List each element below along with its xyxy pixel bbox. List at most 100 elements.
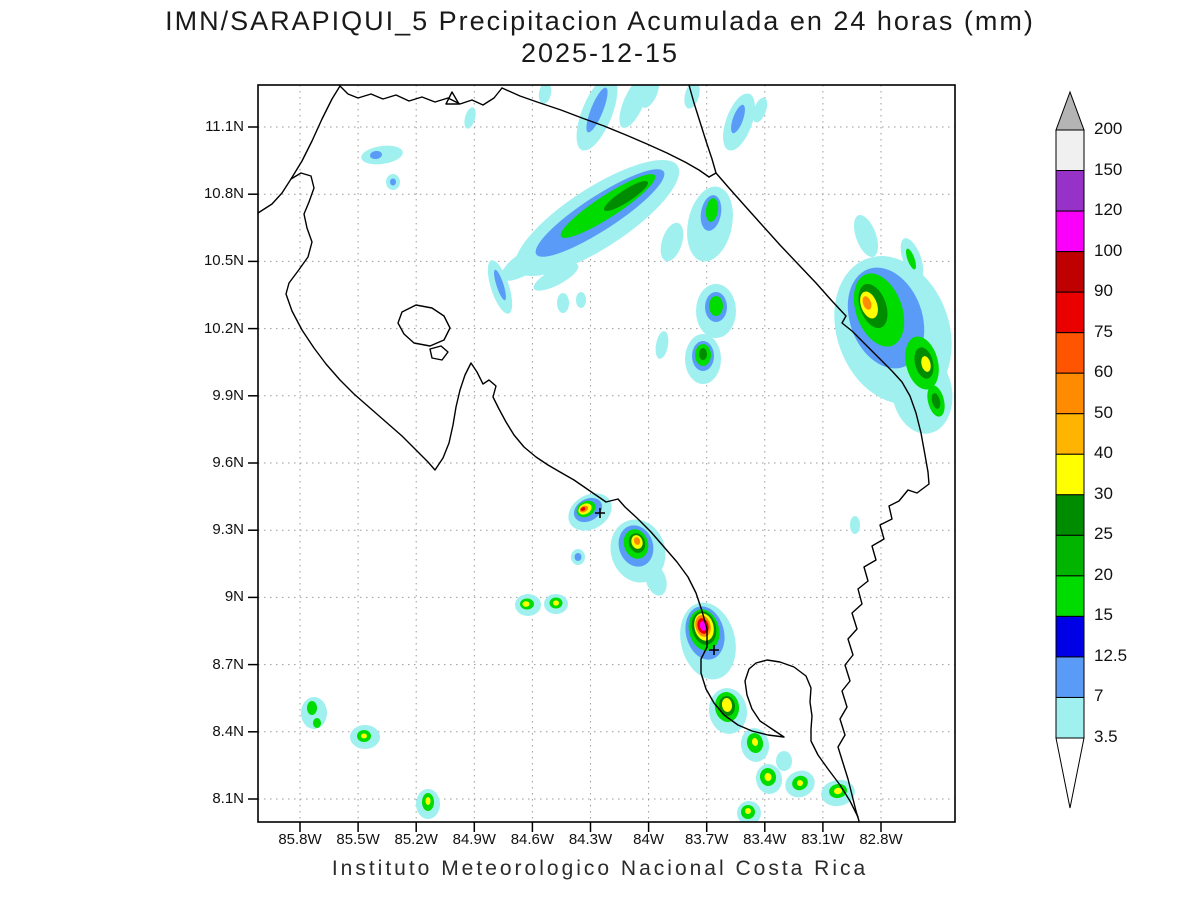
island-contour	[445, 91, 460, 105]
page-title: IMN/SARAPIQUI_5 Precipitacion Acumulada …	[165, 6, 1035, 36]
station-marker-cross-1	[595, 508, 605, 518]
colorbar-bottom-arrow	[1055, 737, 1085, 809]
lon-axis-label: 85.2W	[394, 831, 438, 848]
footer-caption: Instituto Meteorologico Nacional Costa R…	[331, 857, 869, 880]
precipitation-map	[248, 84, 956, 832]
lon-axis-label: 84.3W	[568, 831, 613, 848]
lat-axis-label: 8.7N	[212, 655, 244, 673]
colorbar	[1055, 90, 1085, 809]
lon-axis-label: 85.8W	[278, 831, 322, 848]
precip-blob-c15	[705, 198, 719, 222]
precip-blob-c3_5	[660, 222, 684, 262]
lake-nicaragua-shoreline	[339, 85, 503, 106]
station-marker-layer	[595, 508, 719, 655]
precip-blob-c3_5	[576, 292, 586, 308]
lat-axis-label: 9N	[224, 588, 244, 606]
lat-axis-label: 9.6N	[212, 454, 244, 471]
colorbar-cell	[1055, 413, 1085, 455]
lat-axis-label: 10.8N	[203, 185, 244, 203]
lat-axis-label: 10.5N	[203, 252, 244, 270]
lat-axis-label: 10.2N	[203, 319, 244, 337]
precip-blob-c30	[921, 356, 931, 372]
coastline-layer	[257, 84, 930, 822]
precip-blob-c30	[522, 601, 530, 607]
precip-blob-c25	[699, 348, 707, 360]
colorbar-level-label: 40	[1094, 443, 1113, 463]
colorbar-cell	[1055, 372, 1085, 415]
precip-blob-c3_5	[645, 564, 667, 596]
lat-axis-label: 9.9N	[212, 386, 244, 404]
colorbar-cell	[1055, 615, 1085, 658]
colorbar-cell	[1055, 696, 1085, 739]
colorbar-top-arrow	[1055, 90, 1085, 131]
precip-blob-c3_5	[853, 215, 879, 257]
precip-blob-c25	[603, 180, 649, 212]
precip-blob-c75	[580, 507, 586, 511]
pacific-coastline	[285, 172, 859, 818]
precip-blob-c25	[931, 393, 941, 409]
colorbar-level-label: 90	[1094, 281, 1113, 301]
colorbar-cell	[1055, 575, 1085, 617]
page-date: 2025-12-15	[520, 38, 680, 68]
colorbar-cell	[1055, 210, 1085, 253]
colorbar-level-label: 150	[1094, 159, 1123, 179]
colorbar-cell	[1055, 494, 1085, 536]
caribbean-coast-north	[688, 84, 717, 178]
precip-blob-c30	[361, 733, 367, 739]
precipitation-layer	[301, 85, 953, 822]
precip-blob-c3_5	[533, 263, 579, 291]
precip-blob-c30	[745, 808, 751, 814]
plot-border	[257, 84, 956, 823]
caribbean-coast-panama-border	[715, 172, 930, 822]
precip-blob-c3_5	[361, 145, 403, 165]
colorbar-level-label: 100	[1094, 240, 1123, 260]
colorbar-cell	[1055, 291, 1085, 334]
precip-blob-c7	[370, 150, 382, 160]
precip-blob-c100	[699, 621, 707, 631]
precip-blob-c30	[425, 797, 431, 805]
precip-blob-c3_5	[850, 516, 860, 534]
colorbar-cell	[1055, 129, 1085, 172]
lat-axis-label: 8.4N	[212, 722, 244, 740]
precip-blob-c50	[633, 537, 641, 545]
colorbar-level-label: 75	[1094, 321, 1113, 341]
lon-axis-label: 83.1W	[801, 831, 845, 848]
precip-blob-c15	[307, 701, 317, 715]
lon-axis-label: 84W	[633, 831, 665, 848]
precip-blob-c3_5	[752, 97, 768, 123]
colorbar-level-label: 120	[1094, 200, 1123, 220]
precip-blob-c15	[709, 296, 723, 316]
lon-axis-label: 84.9W	[452, 831, 496, 848]
lat-axis-label: 11.1N	[205, 118, 244, 135]
station-marker-cross-2	[709, 645, 719, 655]
colorbar-level-label: 200	[1094, 119, 1123, 138]
precip-blob-c30	[834, 787, 842, 795]
lon-axis-label: 83.4W	[743, 831, 787, 848]
colorbar-level-label: 60	[1094, 362, 1113, 382]
colorbar-cell	[1055, 332, 1085, 374]
colorbar-level-label: 3.5	[1094, 727, 1118, 746]
inland-water-contour-2	[429, 345, 449, 361]
precip-blob-c15	[906, 248, 916, 270]
colorbar-cell	[1055, 453, 1085, 496]
lon-axis-label: 82.8W	[859, 831, 903, 848]
precip-blob-c7	[731, 104, 745, 134]
colorbar-level-label: 30	[1094, 483, 1113, 503]
lon-axis-label: 85.5W	[336, 831, 380, 848]
nicaragua-pacific-coastline	[257, 85, 341, 214]
precip-blob-c3_5	[619, 85, 649, 128]
colorbar-cell	[1055, 656, 1085, 698]
axis-tick-layer	[248, 126, 882, 832]
colorbar-level-label: 25	[1094, 524, 1113, 544]
precip-blob-c50	[862, 296, 872, 310]
precip-blob-c3_5	[776, 751, 792, 771]
lat-axis-label: 9.3N	[212, 521, 244, 539]
lon-axis-label: 83.7W	[685, 831, 729, 848]
precip-blob-c30	[553, 600, 559, 606]
precip-blob-c3_5	[557, 293, 569, 313]
colorbar-cell	[1055, 534, 1085, 577]
nicaragua-border-line	[501, 87, 710, 178]
colorbar-level-label: 12.5	[1094, 645, 1128, 665]
colorbar-cell	[1055, 251, 1085, 293]
colorbar-cell	[1055, 170, 1085, 212]
